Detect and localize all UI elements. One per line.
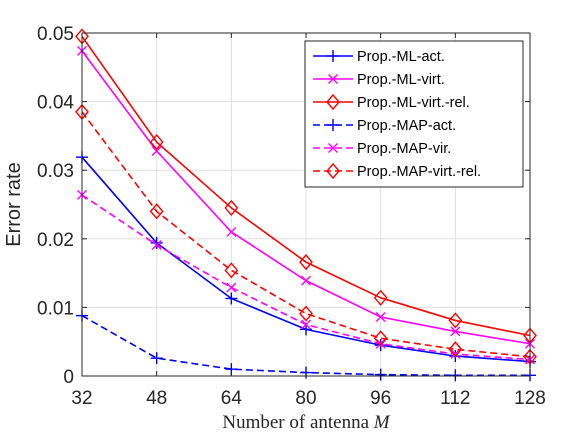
legend-marker — [328, 143, 338, 153]
legend-entry: Prop.-ML-virt.-rel. — [313, 93, 470, 111]
data-point — [150, 236, 163, 249]
data-point — [225, 292, 238, 305]
y-tick-label: 0.05 — [37, 24, 74, 45]
ticks: 32 48 64 80 96 112 128 0 0.01 0.02 0.03 0.04 0.05 — [37, 24, 546, 409]
legend-entry: Prop.-MAP-vir. — [313, 141, 451, 157]
legend-box — [304, 40, 524, 188]
x-tick-label: 64 — [221, 388, 243, 409]
data-point — [448, 312, 463, 329]
y-axis-label: Error rate — [3, 162, 25, 246]
legend-label: Prop.-ML-act. — [357, 49, 445, 65]
x-tick-label: 48 — [146, 388, 167, 409]
y-tick-label: 0.04 — [37, 93, 74, 114]
series-line — [81, 35, 531, 337]
data-point — [150, 352, 163, 365]
legend-entry: Prop.-MAP-virt.-rel. — [313, 162, 481, 180]
legend-label: Prop.-MAP-act. — [357, 118, 456, 134]
legend-marker — [326, 93, 340, 111]
legend-label: Prop.-ML-virt. — [357, 72, 445, 88]
x-tick-label: 80 — [295, 388, 316, 409]
series-layer — [75, 28, 537, 382]
y-tick-label: 0.02 — [37, 230, 74, 251]
data-point — [373, 330, 388, 347]
data-point — [151, 239, 162, 250]
x-tick-label: 32 — [71, 388, 92, 409]
data-point — [226, 282, 237, 293]
data-point — [149, 203, 164, 220]
data-point — [149, 133, 164, 151]
data-point — [226, 226, 237, 237]
legend-label: Prop.-MAP-vir. — [357, 141, 451, 157]
y-tick-label: 0.01 — [37, 298, 74, 319]
data-point — [448, 341, 463, 358]
data-point — [373, 289, 388, 306]
legend-marker — [327, 119, 339, 131]
data-point — [224, 262, 239, 279]
legend-marker — [326, 162, 340, 180]
legend-marker — [327, 50, 339, 62]
x-axis-label: Number of antenna M — [222, 412, 390, 433]
data-point — [301, 319, 311, 330]
legend-marker — [328, 74, 338, 84]
x-tick-label: 128 — [514, 388, 546, 409]
data-point — [151, 145, 162, 156]
y-tick-label: 0.03 — [37, 161, 74, 182]
data-point — [301, 275, 311, 286]
data-point — [375, 312, 386, 322]
x-tick-label: 112 — [440, 388, 470, 409]
series-line — [81, 111, 531, 358]
legend-entry: Prop.-ML-virt. — [313, 72, 445, 88]
legend: Prop.-ML-act. Prop.-ML-virt. Prop.-ML-virt… — [304, 40, 524, 188]
data-point — [450, 326, 461, 337]
legend-entry: Prop.-ML-act. — [313, 49, 445, 65]
legend-label: Prop.-ML-virt.-rel. — [357, 95, 470, 111]
legend-label: Prop.-MAP-virt.-rel. — [357, 164, 481, 180]
legend-entry: Prop.-MAP-act. — [313, 118, 456, 134]
data-point — [450, 349, 461, 360]
data-point — [299, 254, 313, 271]
y-tick-label: 0 — [63, 367, 74, 388]
data-point — [224, 199, 239, 217]
x-tick-label: 96 — [370, 388, 391, 409]
data-point — [299, 305, 313, 322]
